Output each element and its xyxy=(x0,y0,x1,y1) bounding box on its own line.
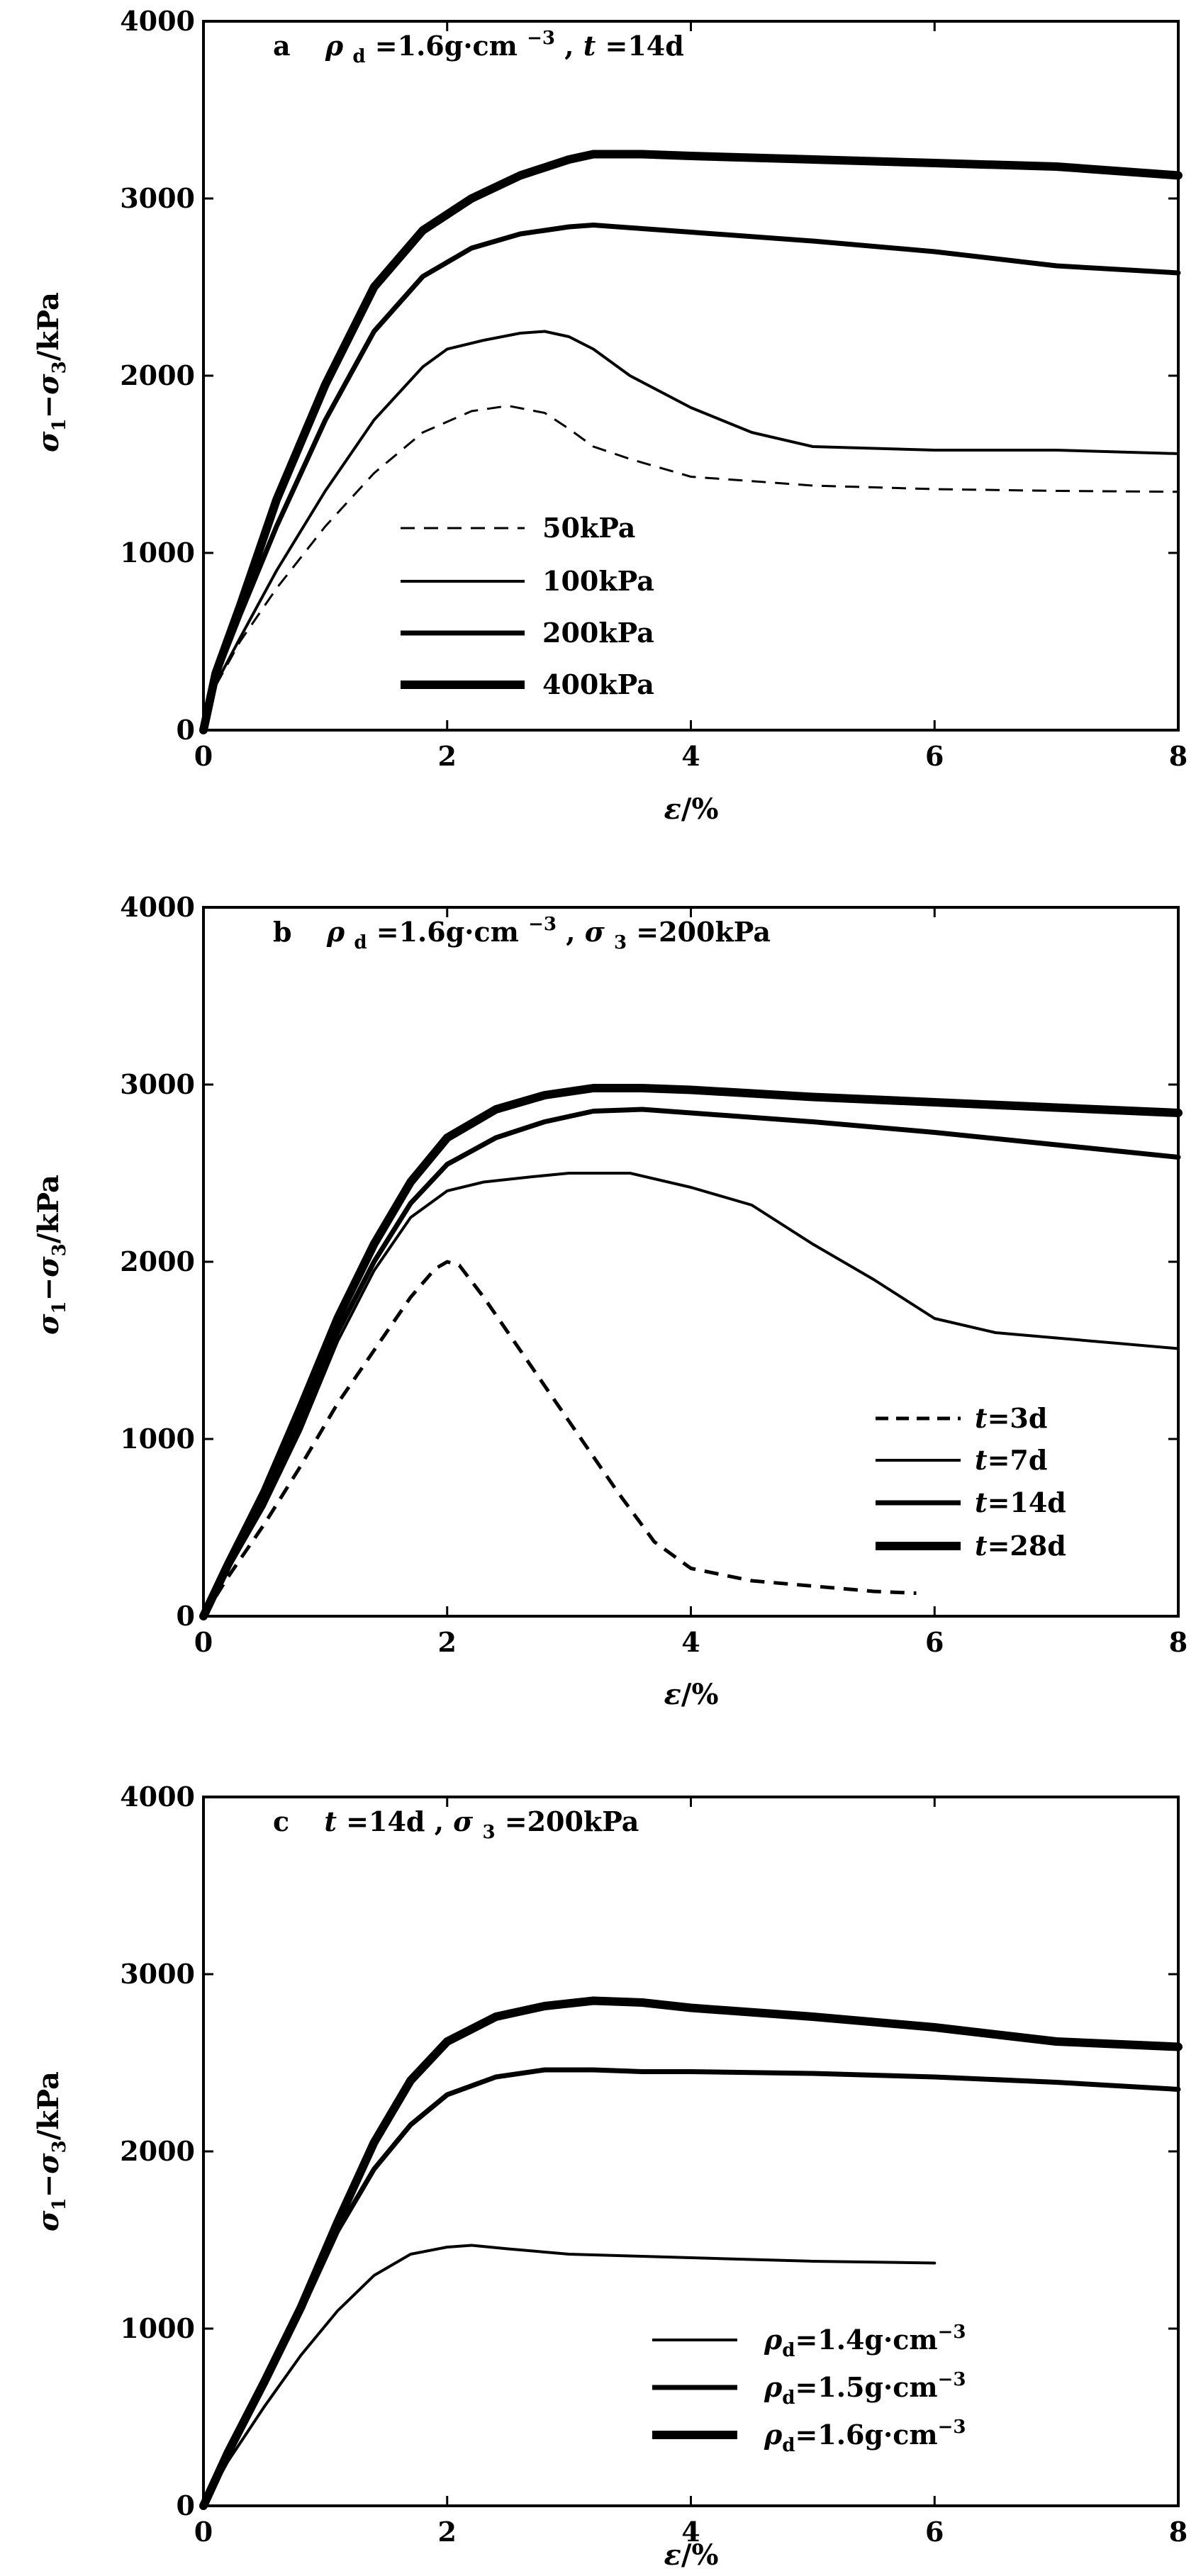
series-line-4 xyxy=(199,1084,1183,1620)
series-layer xyxy=(199,1084,1183,1620)
plot-frame xyxy=(202,1796,1180,2507)
series-line-4 xyxy=(199,150,1183,734)
x-axis-title: ε/% xyxy=(664,2538,719,2572)
legend-label: t=28d xyxy=(975,1530,1066,1562)
legend-label: ρd=1.5g·cm−3 xyxy=(764,2369,966,2409)
series-line-3 xyxy=(201,223,1181,733)
x-tick-label: 6 xyxy=(925,2516,944,2548)
panel-letter: c xyxy=(273,1805,289,1837)
density-value: =1.6g·cm xyxy=(375,30,518,62)
series-line-1 xyxy=(202,405,1179,731)
rho-symbol: ρ xyxy=(325,30,344,62)
y-axis-title: σ1−σ3/kPa xyxy=(32,292,70,452)
t-value: =14d xyxy=(605,30,684,62)
title-separator: , xyxy=(435,1805,453,1837)
x-tick-label: 6 xyxy=(925,1626,944,1658)
rho-subscript: d xyxy=(354,932,367,953)
x-tick-label: 2 xyxy=(438,2516,457,2548)
y-tick-label: 4000 xyxy=(120,5,195,37)
series-layer xyxy=(199,1996,1183,2510)
legend-label: 200kPa xyxy=(542,617,654,649)
y-tick-label: 1000 xyxy=(120,537,195,569)
y-tick-label: 4000 xyxy=(120,891,195,923)
series-layer xyxy=(199,150,1183,734)
series-line-1 xyxy=(201,1260,917,1618)
y-tick-label: 3000 xyxy=(120,182,195,214)
x-tick-label: 8 xyxy=(1169,1626,1187,1658)
panel-letter: b xyxy=(273,916,292,948)
tick-layer: 0 2 4 6 8 0 1000 2000 3000 4000 xyxy=(120,5,1187,772)
sigma-symbol: σ xyxy=(453,1805,474,1837)
tick-layer: 0 2 4 6 8 0 1000 2000 3000 4000 xyxy=(120,1781,1187,2548)
panel-b: 0 2 4 6 8 0 1000 2000 3000 4000 b ρ d =1.6g·cm −3… xyxy=(32,891,1187,1711)
density-exponent: −3 xyxy=(528,914,557,935)
series-line-2 xyxy=(202,330,1180,732)
sigma-subscript: 3 xyxy=(614,932,627,953)
rho-symbol: ρ xyxy=(326,916,345,948)
x-axis-title: ε/% xyxy=(664,1678,719,1711)
series-line-1 xyxy=(202,2244,937,2507)
density-value: =1.6g·cm xyxy=(376,916,519,948)
density-exponent: −3 xyxy=(527,28,555,49)
panel-title: a ρ d =1.6g·cm −3 , t =14d xyxy=(273,18,684,69)
legend-label: ρd=1.4g·cm−3 xyxy=(764,2322,966,2361)
legend: t=3d t=7d t=14d t=28d xyxy=(876,1402,1066,1562)
x-tick-label: 0 xyxy=(194,740,213,772)
y-tick-label: 1000 xyxy=(120,2312,195,2344)
series-line-2 xyxy=(201,2067,1181,2509)
x-tick-label: 4 xyxy=(681,1626,700,1658)
x-tick-label: 8 xyxy=(1169,2516,1187,2548)
title-separator: , xyxy=(564,30,583,62)
x-axis-title: ε/% xyxy=(664,793,719,826)
legend-label: t=3d xyxy=(975,1402,1047,1434)
t-symbol: t xyxy=(583,30,596,62)
legend: 50kPa 100kPa 200kPa 400kPa xyxy=(401,512,654,700)
series-line-3 xyxy=(201,1107,1181,1619)
legend: ρd=1.4g·cm−3 ρd=1.5g·cm−3 ρd=1.6g·cm−3 xyxy=(652,2322,966,2456)
y-tick-label: 1000 xyxy=(120,1423,195,1455)
series-line-3 xyxy=(199,1996,1183,2510)
panel-c: 0 2 4 6 8 0 1000 2000 3000 4000 c t =14d , σ 3 =2… xyxy=(32,1781,1187,2572)
y-tick-label: 0 xyxy=(177,1600,195,1632)
x-tick-label: 4 xyxy=(681,2516,700,2548)
y-tick-label: 2000 xyxy=(120,359,195,391)
y-tick-label: 2000 xyxy=(120,1245,195,1277)
sigma-value: =200kPa xyxy=(505,1805,639,1837)
y-tick-label: 2000 xyxy=(120,2135,195,2167)
x-tick-label: 2 xyxy=(438,740,457,772)
t-symbol: t xyxy=(324,1805,337,1837)
legend-label: t=7d xyxy=(975,1444,1047,1476)
title-separator: , xyxy=(566,916,584,948)
y-tick-label: 3000 xyxy=(120,1958,195,1990)
y-tick-label: 3000 xyxy=(120,1068,195,1100)
legend-label: 50kPa xyxy=(542,512,635,544)
x-tick-label: 4 xyxy=(681,740,700,772)
series-line-2 xyxy=(202,1172,1180,1618)
tick-layer: 0 2 4 6 8 0 1000 2000 3000 4000 xyxy=(120,891,1187,1658)
panel-a: 0 2 4 6 8 0 1000 2000 3000 4000 a ρ d =1.6g·cm −3… xyxy=(32,5,1187,826)
y-axis-title: σ1−σ3/kPa xyxy=(32,2071,70,2231)
x-tick-label: 2 xyxy=(438,1626,457,1658)
x-tick-label: 0 xyxy=(194,1626,213,1658)
sigma-subscript: 3 xyxy=(482,1822,495,1843)
legend-label: ρd=1.6g·cm−3 xyxy=(764,2417,966,2456)
panel-title: b ρ d =1.6g·cm −3 , σ 3 =200kPa xyxy=(273,905,771,955)
rho-subscript: d xyxy=(352,46,365,67)
sigma-value: =200kPa xyxy=(636,916,771,948)
y-axis-title: σ1−σ3/kPa xyxy=(32,1175,70,1335)
legend-label: 100kPa xyxy=(542,565,654,597)
t-value: =14d xyxy=(346,1805,425,1837)
y-tick-label: 0 xyxy=(177,2490,195,2521)
y-tick-label: 4000 xyxy=(120,1781,195,1813)
panel-letter: a xyxy=(273,30,291,62)
x-tick-label: 0 xyxy=(194,2516,213,2548)
panel-title: c t =14d , σ 3 =200kPa xyxy=(273,1805,639,1844)
y-tick-label: 0 xyxy=(177,714,195,746)
legend-label: t=14d xyxy=(975,1486,1066,1518)
x-tick-label: 8 xyxy=(1169,740,1187,772)
legend-label: 400kPa xyxy=(542,668,654,700)
x-tick-label: 6 xyxy=(925,740,944,772)
sigma-symbol: σ xyxy=(585,916,605,948)
